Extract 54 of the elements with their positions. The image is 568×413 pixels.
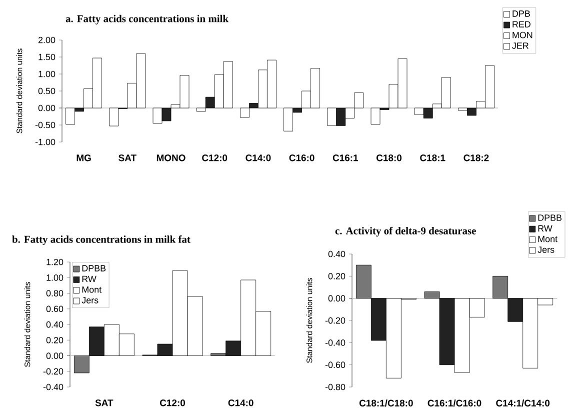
x-tick-label: C16:0 bbox=[289, 154, 314, 162]
x-tick-label: C12:0 bbox=[202, 154, 228, 162]
x-tick-label: MONO bbox=[156, 154, 186, 162]
legend-label: RW bbox=[82, 276, 96, 282]
y-tick-label: 0.20 bbox=[46, 336, 64, 344]
y-tick-label: 0.00 bbox=[46, 352, 64, 359]
legend-label: DPB bbox=[512, 10, 530, 17]
y-tick-label: 2.00 bbox=[38, 36, 56, 44]
y-tick-label: -0.50 bbox=[35, 122, 56, 128]
x-tick-label: C18:2 bbox=[464, 154, 489, 162]
legend-label: DPBB bbox=[538, 214, 562, 221]
y-tick-label: -0.60 bbox=[325, 362, 346, 368]
legend-label: JER bbox=[512, 42, 528, 49]
x-tick-label: C14:0 bbox=[246, 154, 271, 162]
legend-label: DPBB bbox=[82, 265, 106, 272]
legend-label: RED bbox=[512, 21, 530, 28]
chart-title: c. Activity of delta-9 desaturase bbox=[335, 226, 476, 237]
y-tick-label: 0.40 bbox=[328, 250, 346, 258]
y-tick-label: 1.20 bbox=[46, 258, 64, 266]
y-tick-label: 0.40 bbox=[46, 321, 64, 328]
x-tick-label: C16:1 bbox=[332, 154, 358, 162]
y-tick-label: -1.00 bbox=[35, 138, 56, 146]
y-tick-label: 0.00 bbox=[328, 295, 346, 302]
y-tick-label: 1.50 bbox=[38, 54, 56, 60]
y-tick-label: 0.00 bbox=[38, 104, 56, 112]
legend-label: Mont bbox=[82, 286, 102, 293]
x-tick-label: C18:1/C18:0 bbox=[359, 400, 413, 407]
legend-label: MON bbox=[512, 32, 532, 38]
legend-label: Jers bbox=[538, 246, 554, 253]
legend-label: Jers bbox=[82, 297, 98, 304]
y-tick-label: 0.20 bbox=[328, 272, 346, 280]
x-tick-label: C16:1/C16:0 bbox=[428, 400, 482, 407]
chart-title: a. Fatty acids concentrations in milk bbox=[66, 14, 229, 24]
x-tick-label: C14:0 bbox=[228, 400, 254, 406]
y-tick-label: 0.60 bbox=[46, 306, 64, 312]
y-tick-label: -0.20 bbox=[325, 317, 346, 324]
chart-title: b. Fatty acids concentrations in milk fat bbox=[12, 235, 190, 245]
x-tick-label: C18:1 bbox=[420, 154, 446, 162]
y-tick-label: 1.00 bbox=[38, 70, 56, 78]
x-tick-label: SAT bbox=[118, 154, 136, 162]
x-tick-label: C12:0 bbox=[160, 400, 185, 406]
legend-label: RW bbox=[538, 225, 552, 232]
y-tick-label: 1.00 bbox=[46, 274, 64, 281]
y-tick-label: -0.40 bbox=[325, 339, 346, 346]
y-tick-label: -0.80 bbox=[325, 384, 346, 390]
y-tick-label: -0.40 bbox=[43, 384, 64, 390]
x-tick-label: C18:0 bbox=[376, 154, 402, 162]
legend-label: Mont bbox=[538, 236, 558, 242]
y-tick-label: 0.50 bbox=[38, 88, 56, 94]
y-tick-label: 0.80 bbox=[46, 290, 64, 296]
x-tick-label: C14:1/C14:0 bbox=[496, 400, 550, 407]
x-tick-label: SAT bbox=[95, 400, 114, 406]
x-tick-label: MG bbox=[76, 154, 91, 162]
y-tick-label: -0.20 bbox=[43, 368, 64, 375]
